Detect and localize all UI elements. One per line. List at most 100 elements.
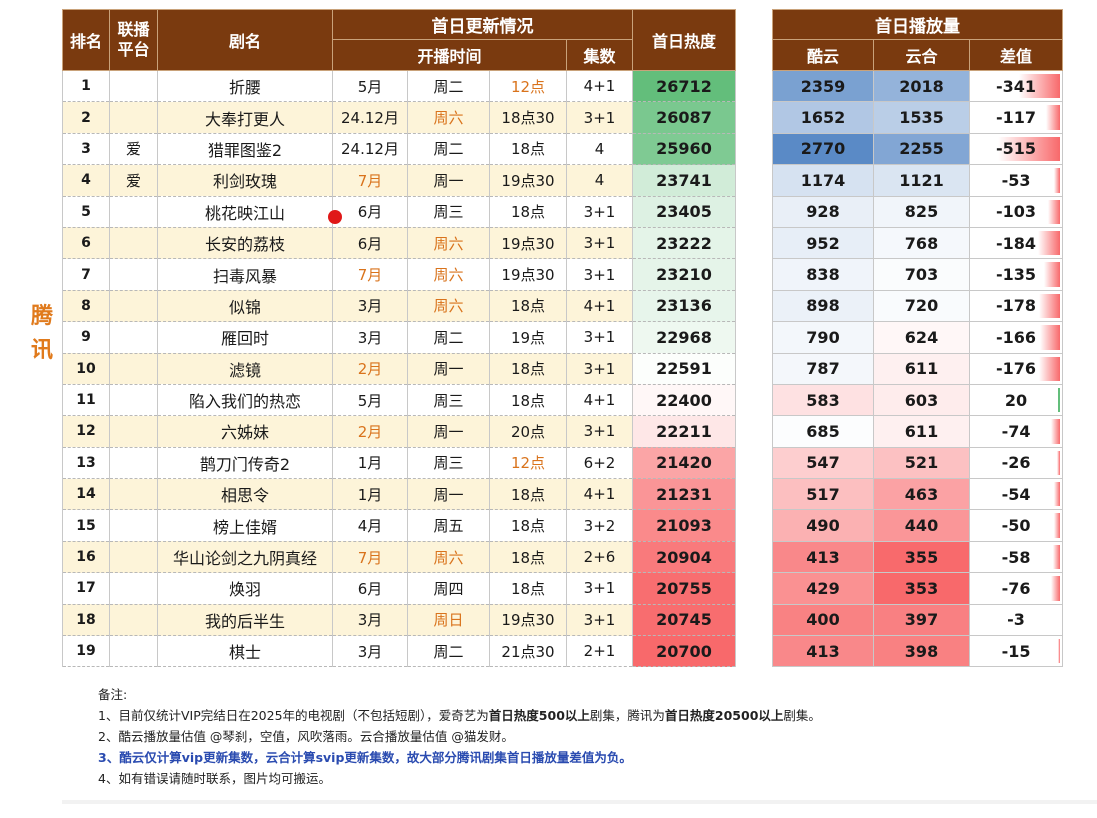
heat-cell: 21231	[632, 478, 736, 511]
table-row: 928 825 -103	[772, 195, 1064, 228]
title-cell: 鹊刀门传奇2	[157, 446, 333, 480]
kuyun-cell: 429	[772, 572, 874, 605]
yunhe-cell: 611	[873, 415, 970, 448]
diff-cell: -26	[968, 446, 1064, 480]
diff-value: -515	[995, 139, 1037, 159]
title-cell: 大奉打更人	[157, 101, 333, 134]
diff-value: -53	[1001, 170, 1031, 190]
kuyun-cell: 790	[772, 321, 874, 354]
start-month-cell: 1月	[332, 478, 408, 511]
heat-cell: 23741	[632, 164, 736, 197]
rank-cell: 4	[62, 164, 110, 197]
table-row: 10 滤镜 2月 周一 18点 3+1 22591	[62, 352, 736, 385]
start-weekday-cell: 周二	[407, 635, 490, 668]
diff-value: -135	[995, 265, 1037, 285]
diff-cell: -54	[968, 478, 1064, 511]
table-row: 8 似锦 3月 周六 18点 4+1 23136	[62, 289, 736, 323]
diff-cell: -515	[968, 132, 1064, 166]
table-row: 15 榜上佳婿 4月 周五 18点 3+2 21093	[62, 509, 736, 542]
diff-bar	[1038, 356, 1061, 381]
start-weekday-cell: 周六	[407, 226, 490, 260]
diff-bar	[1047, 199, 1061, 224]
start-month-cell: 6月	[332, 195, 408, 228]
table-row: 429 353 -76	[772, 572, 1064, 605]
diff-bar	[998, 136, 1061, 162]
table-row: 6 长安的荔枝 6月 周六 19点30 3+1 23222	[62, 226, 736, 260]
episodes-cell: 3+1	[566, 195, 633, 228]
platform-cell	[109, 540, 158, 574]
heat-cell: 23210	[632, 258, 736, 291]
yunhe-cell: 611	[873, 352, 970, 385]
start-weekday-cell: 周二	[407, 132, 490, 166]
diff-bar	[1050, 576, 1061, 601]
kuyun-cell: 685	[772, 415, 874, 448]
table-row: 4 爱利剑玫瑰 7月 周一 19点30 4 23741	[62, 164, 736, 197]
start-time-cell: 18点	[489, 509, 567, 542]
episodes-cell: 3+1	[566, 226, 633, 260]
table-row: 838 703 -135	[772, 258, 1064, 291]
start-weekday-cell: 周一	[407, 478, 490, 511]
header-kuyun: 酷云	[772, 39, 874, 71]
title-cell: 利剑玫瑰	[157, 164, 333, 197]
notes-line-4: 4、如有错误请随时联系，图片均可搬运。	[98, 771, 331, 786]
platform-cell	[109, 352, 158, 385]
rank-cell: 6	[62, 226, 110, 260]
table-row: 517 463 -54	[772, 478, 1064, 511]
title-cell: 榜上佳婿	[157, 509, 333, 542]
platform-cell	[109, 101, 158, 134]
start-month-cell: 3月	[332, 603, 408, 637]
episodes-cell: 3+1	[566, 101, 633, 134]
diff-bar	[1058, 639, 1061, 664]
diff-bar	[1045, 105, 1061, 130]
start-time-cell: 18点	[489, 478, 567, 511]
start-weekday-cell: 周三	[407, 383, 490, 417]
kuyun-cell: 400	[772, 603, 874, 637]
yunhe-cell: 2018	[873, 69, 970, 103]
heat-cell: 20745	[632, 603, 736, 637]
start-month-cell: 3月	[332, 289, 408, 323]
diff-value: -103	[995, 202, 1037, 222]
yunhe-cell: 353	[873, 572, 970, 605]
yunhe-cell: 603	[873, 383, 970, 417]
platform-cell	[109, 478, 158, 511]
header-diff: 差值	[968, 39, 1064, 71]
table-row: 2770 2255 -515	[772, 132, 1064, 166]
start-weekday-cell: 周三	[407, 195, 490, 228]
diff-cell: -184	[968, 226, 1064, 260]
table-row: 7 扫毒风暴 7月 周六 19点30 3+1 23210	[62, 258, 736, 291]
start-weekday-cell: 周一	[407, 352, 490, 385]
table-row: 17 焕羽 6月 周四 18点 3+1 20755	[62, 572, 736, 605]
start-weekday-cell: 周日	[407, 603, 490, 637]
heat-cell: 20904	[632, 540, 736, 574]
episodes-cell: 3+1	[566, 258, 633, 291]
title-cell: 扫毒风暴	[157, 258, 333, 291]
episodes-cell: 3+2	[566, 509, 633, 542]
episodes-cell: 4	[566, 132, 633, 166]
heat-cell: 23136	[632, 289, 736, 323]
rank-cell: 10	[62, 352, 110, 385]
diff-cell: -176	[968, 352, 1064, 385]
start-weekday-cell: 周一	[407, 415, 490, 448]
diff-cell: -178	[968, 289, 1064, 323]
diff-value: -184	[995, 233, 1037, 253]
diff-bar	[1018, 74, 1061, 99]
diff-bar	[1040, 325, 1061, 350]
diff-cell: -53	[968, 164, 1064, 197]
heat-cell: 23405	[632, 195, 736, 228]
start-time-cell: 19点	[489, 321, 567, 354]
start-month-cell: 3月	[332, 321, 408, 354]
rank-cell: 12	[62, 415, 110, 448]
diff-value: -178	[995, 296, 1037, 316]
table-row: 11 陷入我们的热恋 5月 周三 18点 4+1 22400	[62, 383, 736, 417]
table-row: 2359 2018 -341	[772, 69, 1064, 103]
diff-bar	[1057, 387, 1061, 413]
start-month-cell: 6月	[332, 226, 408, 260]
diff-bar	[1037, 230, 1061, 256]
kuyun-cell: 838	[772, 258, 874, 291]
diff-value: -50	[1001, 516, 1031, 536]
note1-text-a: 1、目前仅统计VIP完结日在2025年的电视剧（不包括短剧），爱奇艺为	[98, 708, 489, 723]
diff-bar	[1053, 482, 1061, 507]
table-row: 898 720 -178	[772, 289, 1064, 323]
diff-value: -3	[1007, 610, 1025, 630]
diff-bar	[1051, 419, 1061, 444]
